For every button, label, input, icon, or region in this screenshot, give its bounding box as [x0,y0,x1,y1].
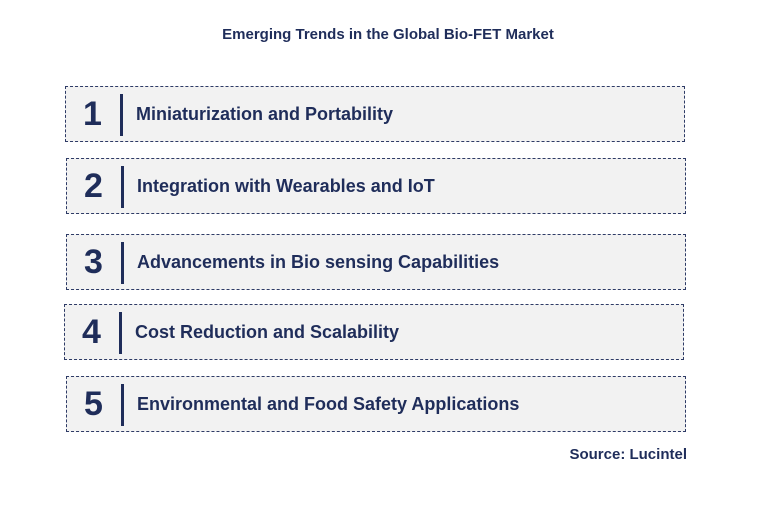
trend-divider-4 [119,312,122,354]
trend-number-3: 3 [84,242,103,281]
trend-item-3: 3 Advancements in Bio sensing Capabiliti… [66,234,686,290]
trend-item-2: 2 Integration with Wearables and IoT [66,158,686,214]
trend-label-2: Integration with Wearables and IoT [137,175,435,196]
trend-label-5: Environmental and Food Safety Applicatio… [137,393,520,414]
source-credit: Source: Lucintel [569,446,687,463]
trend-label-4: Cost Reduction and Scalability [135,321,400,342]
trend-divider-2 [121,166,124,208]
diagram-title: Emerging Trends in the Global Bio-FET Ma… [222,26,554,43]
trend-label-3: Advancements in Bio sensing Capabilities [137,251,500,272]
trend-item-5: 5 Environmental and Food Safety Applicat… [66,376,686,432]
trend-divider-5 [121,384,124,426]
trend-label-1: Miniaturization and Portability [136,103,394,124]
trend-divider-3 [121,242,124,284]
trend-number-1: 1 [83,94,102,133]
trend-item-4: 4 Cost Reduction and Scalability [64,304,684,360]
trend-number-2: 2 [84,166,103,205]
trend-number-5: 5 [84,384,103,423]
trend-divider-1 [120,94,123,136]
trend-item-1: 1 Miniaturization and Portability [65,86,685,142]
trend-number-4: 4 [82,312,101,351]
